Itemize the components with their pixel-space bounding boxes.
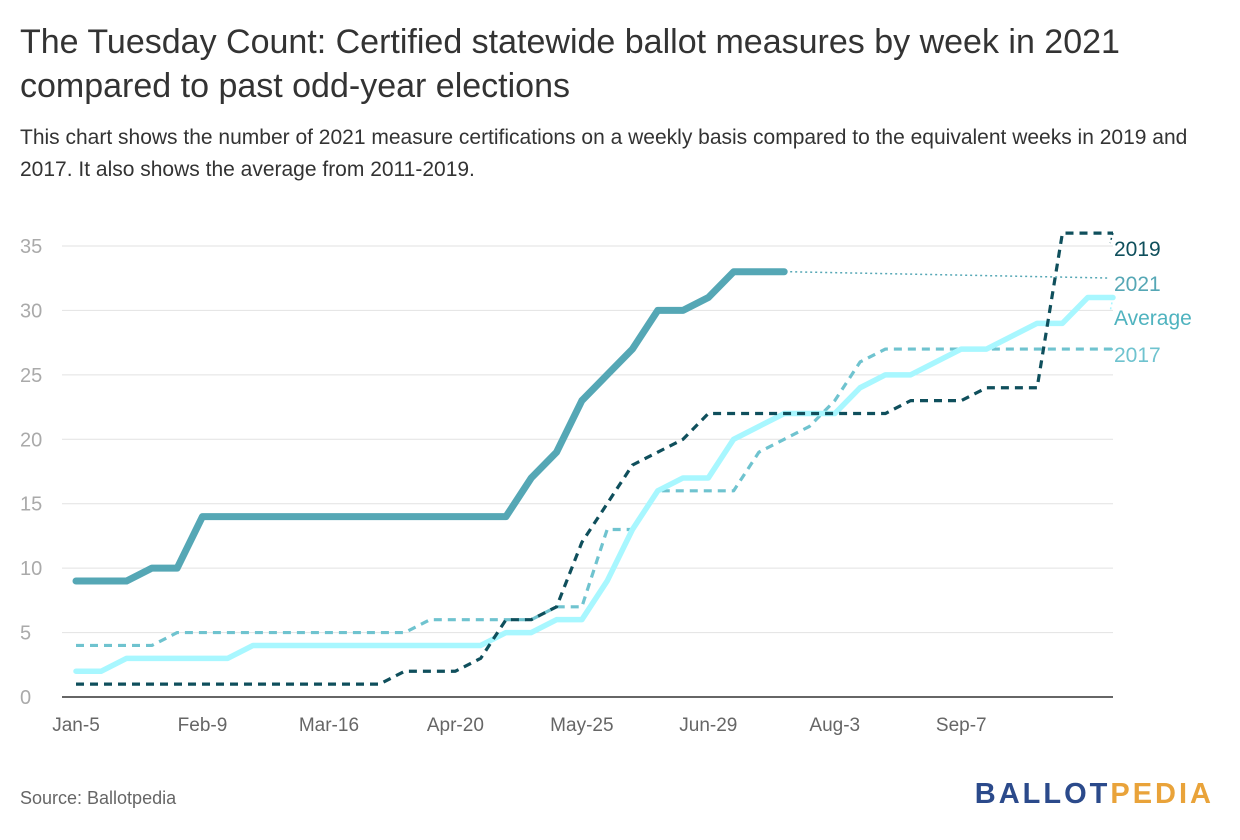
chart-title: The Tuesday Count: Certified statewide b…: [20, 23, 1120, 105]
leader-line-2021: [790, 271, 1109, 279]
leader-line-2019: [1109, 232, 1114, 244]
series-label-2017: 2017: [1114, 344, 1161, 367]
line-chart: 0 5 10 15 20 25 30 35 Jan-5 Feb-9 Mar-16 Apr-20 May-…: [20, 231, 1192, 736]
y-tick-label: 10: [20, 558, 42, 580]
y-tick-label: 20: [20, 429, 42, 451]
series-label-average: Average: [1114, 307, 1192, 330]
y-tick-label: 5: [20, 623, 31, 645]
x-tick-label: May-25: [550, 715, 613, 736]
x-tick-label: Jun-29: [679, 715, 737, 736]
x-tick-label: Feb-9: [178, 715, 228, 736]
y-tick-label: 35: [20, 236, 42, 258]
y-tick-label: 25: [20, 365, 42, 387]
logo-part-ballot: BALLOT: [974, 778, 1111, 810]
series-label-2019: 2019: [1114, 238, 1161, 261]
logo-part-pedia: PEDIA: [1110, 778, 1214, 810]
y-tick-label: 0: [20, 687, 31, 709]
y-tick-label: 30: [20, 300, 42, 322]
series-line-2021: [72, 268, 788, 585]
source-note: Source: Ballotpedia: [20, 788, 177, 808]
x-tick-label: Aug-3: [809, 715, 860, 736]
ballotpedia-logo[interactable]: BALLOTPEDIA: [975, 778, 1214, 811]
x-tick-label: Apr-20: [427, 715, 484, 736]
x-tick-label: Jan-5: [52, 715, 100, 736]
series-label-2021: 2021: [1114, 273, 1161, 296]
series-line-2017: [76, 347, 1113, 648]
series-line-2019: [76, 231, 1113, 686]
y-tick-label: 15: [20, 494, 42, 516]
series-line-average: [73, 294, 1116, 674]
chart-subtitle: This chart shows the number of 2021 meas…: [20, 126, 1188, 181]
x-tick-label: Sep-7: [936, 715, 987, 736]
x-tick-label: Mar-16: [299, 715, 359, 736]
